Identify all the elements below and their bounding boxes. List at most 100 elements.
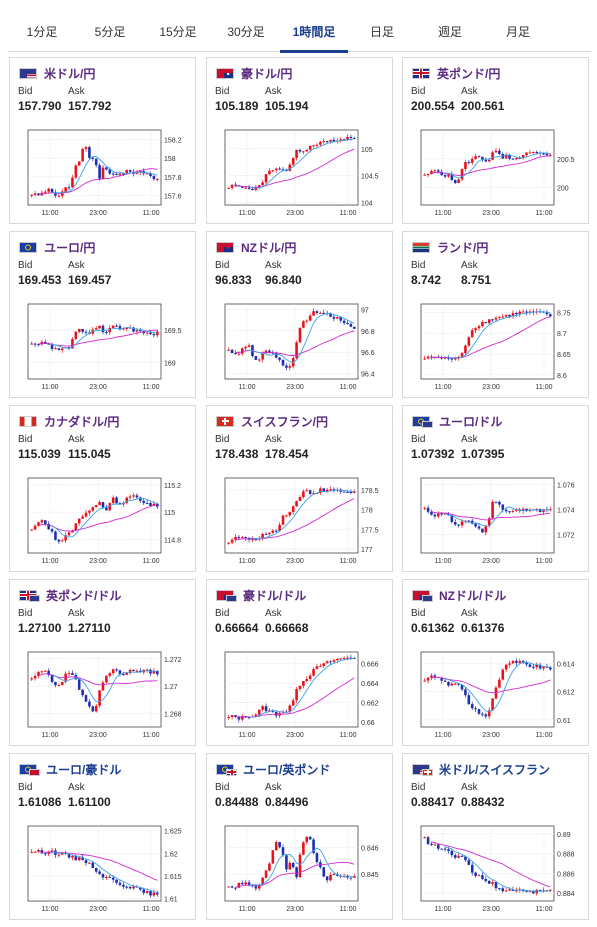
candlestick-chart[interactable]: 0.89 0.888 0.886 0.884 11:00 23:00 11:00 bbox=[410, 821, 578, 917]
bid-value: 1.27100 bbox=[18, 621, 62, 635]
rate-card[interactable]: ユーロ/円 Bid Ask 169.453 169.457 169.5 169 11:00 23… bbox=[9, 231, 196, 398]
pair-name-link[interactable]: 豪ドル/円 bbox=[241, 66, 293, 81]
pair-name-link[interactable]: ランド/円 bbox=[437, 240, 489, 255]
flag-icon bbox=[216, 415, 234, 427]
candlestick-chart[interactable]: 97 96.8 96.6 96.4 11:00 23:00 11:00 bbox=[214, 299, 382, 395]
tab-2[interactable]: 15分足 bbox=[159, 25, 197, 39]
candlestick-chart[interactable]: 200.5 200 11:00 23:00 11:00 bbox=[410, 125, 578, 221]
candle-body bbox=[115, 325, 118, 327]
pair-name-link[interactable]: ユーロ/豪ドル bbox=[46, 762, 122, 777]
rate-card[interactable]: スイスフラン/円 Bid Ask 178.438 178.454 178.5 178 177.… bbox=[206, 405, 393, 572]
ask-value: 0.61376 bbox=[461, 621, 505, 635]
rate-card[interactable]: ユーロ/ドル Bid Ask 1.07392 1.07395 1.076 1.074 1.07… bbox=[402, 405, 589, 572]
ask-value: 178.454 bbox=[265, 447, 309, 461]
x-tick-label: 11:00 bbox=[143, 210, 160, 217]
rate-card[interactable]: NZドル/ドル Bid Ask 0.61362 0.61376 0.614 0.612 0.6… bbox=[402, 579, 589, 746]
candle-body bbox=[508, 154, 511, 159]
tab-0[interactable]: 1分足 bbox=[26, 25, 58, 39]
rate-card[interactable]: 豪ドル/円 Bid Ask 105.189 105.194 105 104.5 104 11:0… bbox=[206, 57, 393, 224]
candle-body bbox=[525, 662, 528, 665]
bid-label: Bid bbox=[215, 434, 230, 445]
candle-body bbox=[84, 331, 88, 333]
pair-name-link[interactable]: 米ドル/スイスフラン bbox=[439, 762, 550, 777]
candle-body bbox=[440, 513, 443, 515]
pair-name-link[interactable]: ユーロ/ドル bbox=[439, 414, 503, 429]
candle-body bbox=[487, 159, 491, 162]
rate-card[interactable]: ユーロ/豪ドル Bid Ask 1.61086 1.61100 1.625 1.62 1.61… bbox=[9, 753, 196, 920]
candle-body bbox=[274, 842, 278, 851]
rate-card[interactable]: ユーロ/英ポンド Bid Ask 0.84488 0.84496 0.846 0.845 11… bbox=[206, 753, 393, 920]
tab-4[interactable]: 1時間足 bbox=[280, 14, 348, 53]
pair-name-link[interactable]: ユーロ/円 bbox=[44, 240, 96, 255]
candlestick-chart[interactable]: 1.076 1.074 1.072 11:00 23:00 11:00 bbox=[410, 473, 578, 569]
candle-body bbox=[542, 890, 545, 892]
rate-card[interactable]: ランド/円 Bid Ask 8.742 8.751 8.75 8.7 8.65 8.6 11:00… bbox=[402, 231, 589, 398]
candlestick-chart[interactable]: 0.666 0.664 0.662 0.66 11:00 23:00 11:00 bbox=[214, 647, 382, 743]
tab-7[interactable]: 月足 bbox=[505, 25, 530, 39]
candle-body bbox=[298, 854, 302, 878]
candle-body bbox=[118, 173, 122, 175]
candle-body bbox=[71, 177, 74, 188]
candle-body bbox=[84, 695, 88, 702]
pair-name-link[interactable]: 豪ドル/ドル bbox=[243, 588, 307, 603]
candle-body bbox=[94, 868, 98, 872]
candle-body bbox=[274, 530, 278, 532]
pair-name-link[interactable]: NZドル/ドル bbox=[439, 588, 507, 603]
candlestick-chart[interactable]: 8.75 8.7 8.65 8.6 11:00 23:00 11:00 bbox=[410, 299, 578, 395]
candlestick-chart[interactable]: 178.5 178 177.5 177 11:00 23:00 11:00 bbox=[214, 473, 382, 569]
x-tick-label: 11:00 bbox=[143, 384, 160, 391]
candle-body bbox=[433, 844, 437, 846]
candle-body bbox=[50, 188, 54, 193]
candle-body bbox=[81, 857, 84, 861]
rate-card[interactable]: 米ドル/スイスフラン Bid Ask 0.88417 0.88432 0.89 0.888 0… bbox=[402, 753, 589, 920]
candlestick-chart[interactable]: 169.5 169 11:00 23:00 11:00 bbox=[17, 299, 185, 395]
candlestick-chart[interactable]: 105 104.5 104 11:00 23:00 11:00 bbox=[214, 125, 382, 221]
candle-body bbox=[487, 710, 491, 717]
candle-body bbox=[518, 661, 522, 663]
tab-3[interactable]: 30分足 bbox=[227, 25, 265, 39]
candle-body bbox=[312, 145, 315, 147]
rate-card[interactable]: カナダドル/円 Bid Ask 115.039 115.045 115.2 115 114.8… bbox=[9, 405, 196, 572]
candlestick-chart[interactable]: 1.272 1.27 1.268 11:00 23:00 11:00 bbox=[17, 647, 185, 743]
pair-name-link[interactable]: ユーロ/英ポンド bbox=[243, 762, 331, 777]
y-tick-label: 158.2 bbox=[164, 137, 182, 144]
candle-body bbox=[305, 679, 309, 681]
candle-body bbox=[477, 326, 481, 329]
pair-name-link[interactable]: 英ポンド/ドル bbox=[46, 588, 122, 603]
tab-5[interactable]: 日足 bbox=[369, 25, 394, 39]
pair-name-link[interactable]: 米ドル/円 bbox=[44, 66, 96, 81]
bid-value: 0.61362 bbox=[411, 621, 455, 635]
candle-body bbox=[460, 353, 464, 357]
candlestick-chart[interactable]: 115.2 115 114.8 11:00 23:00 11:00 bbox=[17, 473, 185, 569]
pair-name-link[interactable]: 英ポンド/円 bbox=[437, 66, 501, 81]
candle-body bbox=[433, 675, 437, 677]
flag-pair-icon bbox=[412, 763, 433, 776]
tab-6[interactable]: 週足 bbox=[437, 25, 462, 39]
candle-body bbox=[477, 526, 481, 529]
candle-body bbox=[50, 850, 54, 853]
pair-name-link[interactable]: カナダドル/円 bbox=[44, 414, 120, 429]
candlestick-chart[interactable]: 158.2 158 157.8 157.6 11:00 23:00 11:00 bbox=[17, 125, 185, 221]
rate-card[interactable]: 英ポンド/ドル Bid Ask 1.27100 1.27110 1.272 1.27 1.26… bbox=[9, 579, 196, 746]
candle-body bbox=[329, 661, 332, 663]
candle-body bbox=[423, 358, 426, 360]
candlestick-chart[interactable]: 1.625 1.62 1.615 1.61 11:00 23:00 11:00 bbox=[17, 821, 185, 917]
candlestick-chart[interactable]: 0.846 0.845 11:00 23:00 11:00 bbox=[214, 821, 382, 917]
candle-body bbox=[484, 878, 488, 881]
y-tick-label: 0.664 bbox=[361, 681, 379, 688]
candle-body bbox=[426, 174, 430, 176]
candle-body bbox=[264, 870, 268, 878]
rate-card[interactable]: 米ドル/円 Bid Ask 157.790 157.792 158.2 158 157.8 15… bbox=[9, 57, 196, 224]
rate-card[interactable]: 英ポンド/円 Bid Ask 200.554 200.561 200.5 200 11:00 2… bbox=[402, 57, 589, 224]
candle-body bbox=[477, 875, 481, 877]
tab-1[interactable]: 5分足 bbox=[94, 25, 126, 39]
candlestick-chart[interactable]: 0.614 0.612 0.61 11:00 23:00 11:00 bbox=[410, 647, 578, 743]
candle-body bbox=[125, 170, 129, 174]
candle-body bbox=[346, 136, 349, 140]
candle-body bbox=[549, 314, 552, 317]
rate-card[interactable]: NZドル/円 Bid Ask 96.833 96.840 97 96.8 96.6 96.4 11… bbox=[206, 231, 393, 398]
rate-card[interactable]: 豪ドル/ドル Bid Ask 0.66664 0.66668 0.666 0.664 0.66… bbox=[206, 579, 393, 746]
pair-name-link[interactable]: NZドル/円 bbox=[241, 240, 297, 255]
pair-name-link[interactable]: スイスフラン/円 bbox=[241, 414, 328, 429]
ma-slow-line bbox=[235, 148, 355, 188]
